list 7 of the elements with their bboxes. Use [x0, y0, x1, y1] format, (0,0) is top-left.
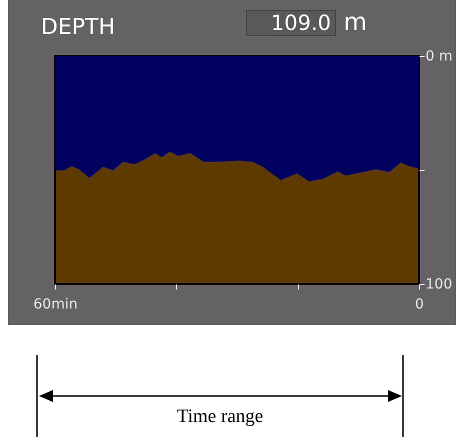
chart-title: DEPTH: [40, 15, 115, 40]
text: Time range: [176, 406, 264, 428]
y-tick-label: 100: [426, 276, 452, 292]
text: 109.0 m: [270, 8, 368, 36]
y-tick-label: 0 m: [426, 48, 452, 64]
x-tick-label: 0: [415, 296, 424, 312]
x-tick-label: 60min: [33, 296, 78, 312]
